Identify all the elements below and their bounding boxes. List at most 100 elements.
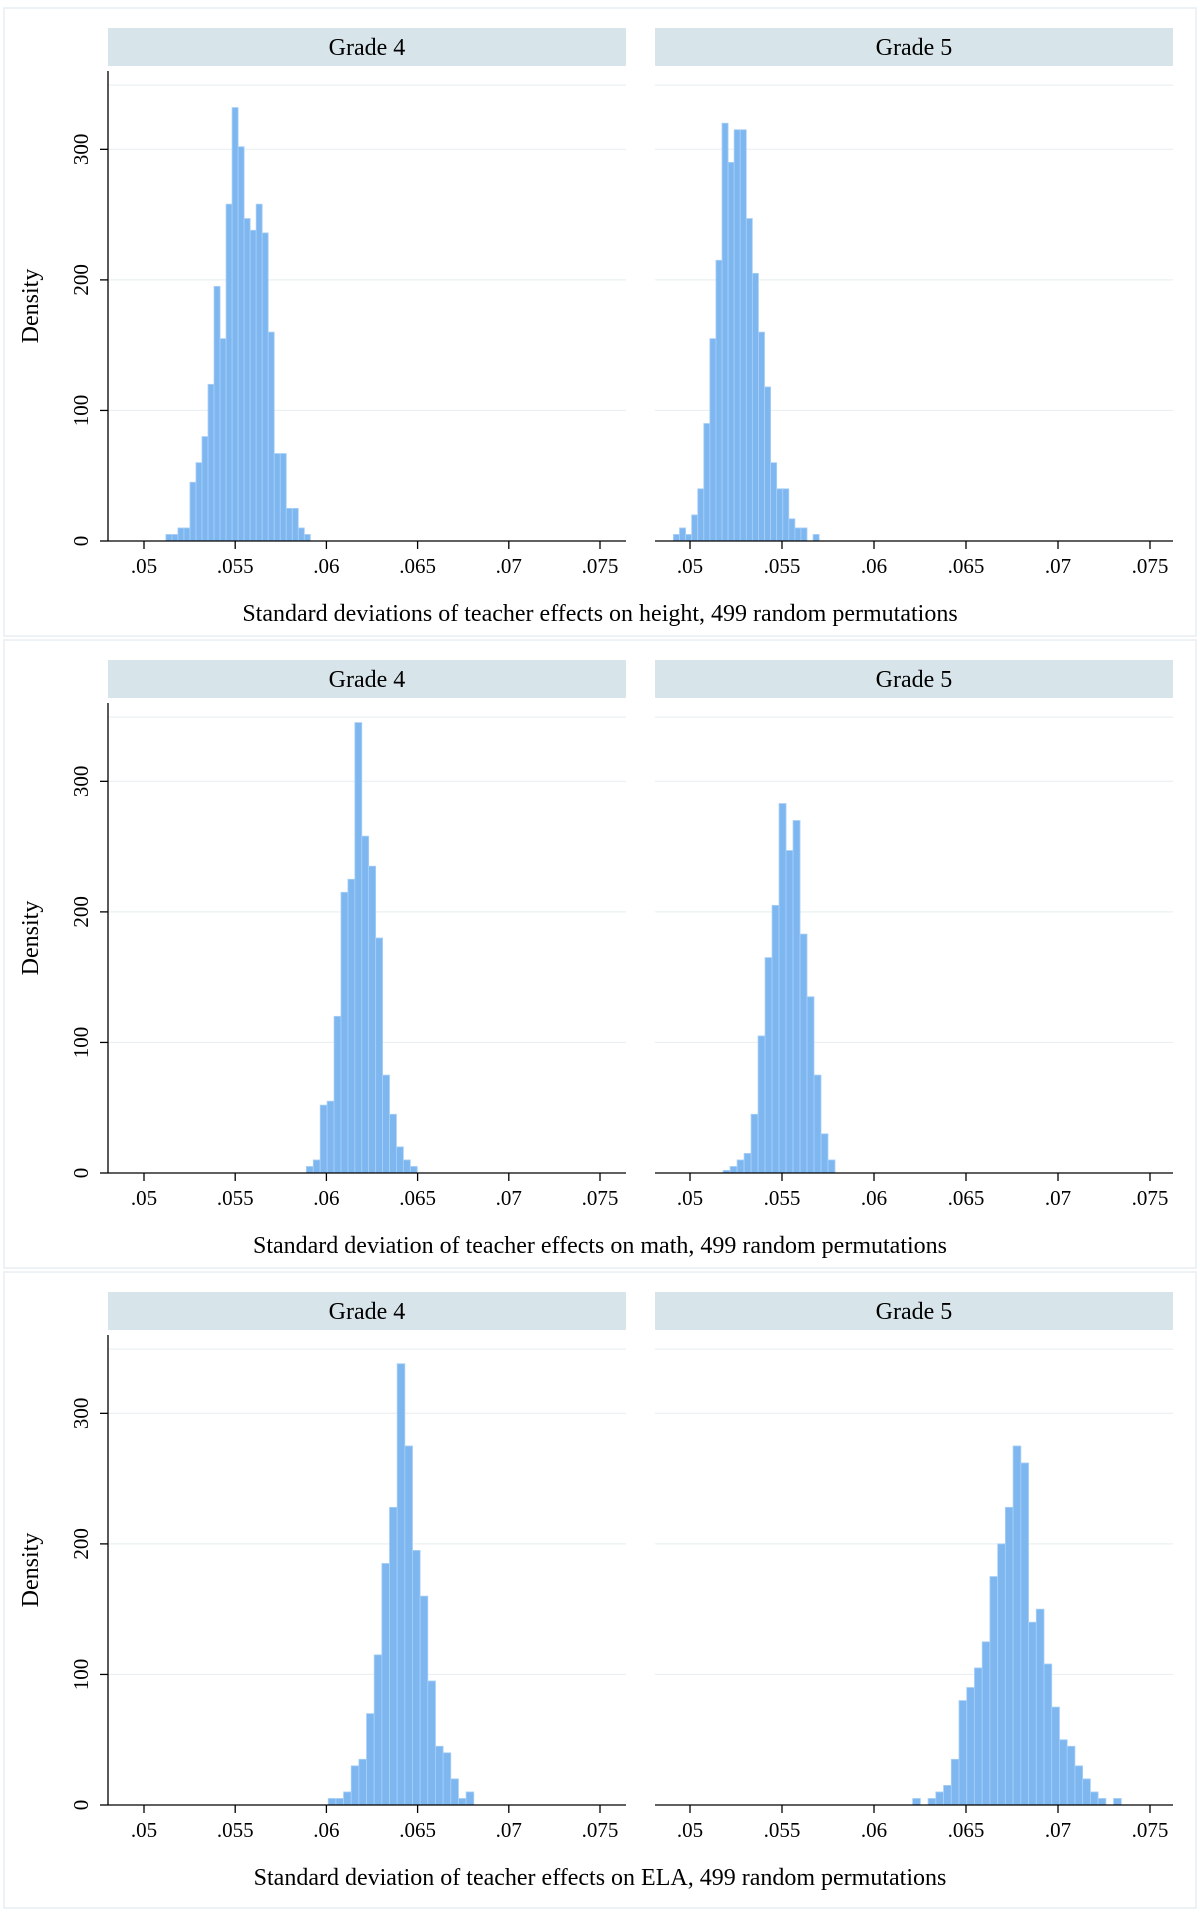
histogram-bar: [297, 527, 305, 542]
y-tick-label: 100: [69, 395, 93, 427]
x-tick-label: .07: [1045, 1186, 1071, 1210]
histogram-bar: [794, 527, 802, 542]
histogram-bar: [381, 1563, 390, 1806]
histogram-bar: [721, 122, 729, 542]
histogram-bar: [366, 1713, 375, 1806]
y-tick-label: 200: [69, 264, 93, 296]
x-tick-label: .06: [313, 1818, 339, 1842]
histogram-bar: [685, 534, 693, 542]
panel-1-2: Grade 5 .05 .055 .06 .065 .07 .075: [655, 28, 1173, 578]
x-tick-label: .055: [764, 554, 801, 578]
histogram-bar: [785, 850, 794, 1174]
histogram-bar: [776, 488, 784, 542]
x-tick-label: .05: [131, 554, 157, 578]
x-tick-label: .05: [131, 1818, 157, 1842]
x-axis-title: Standard deviation of teacher effects on…: [253, 1233, 947, 1259]
x-tick-label: .07: [496, 554, 522, 578]
x-tick-label: .065: [399, 554, 436, 578]
x-tick-label: .055: [764, 1186, 801, 1210]
panel-header-strip: [655, 660, 1173, 698]
histogram-bar: [335, 1798, 344, 1806]
histogram-bar: [1012, 1445, 1022, 1806]
histogram-bar: [291, 507, 299, 542]
histogram-bar: [442, 1752, 452, 1806]
histogram-bar: [450, 1778, 459, 1806]
histogram-bar: [736, 1159, 745, 1174]
histogram-bar: [771, 904, 780, 1174]
histogram-bar: [412, 1550, 421, 1806]
histogram-bar: [673, 534, 680, 542]
histogram-bar: [950, 1758, 960, 1806]
histogram-bar: [225, 203, 233, 542]
histogram-bar: [813, 1074, 822, 1174]
histogram-bar: [958, 1700, 968, 1806]
histogram-bar: [697, 488, 705, 542]
histogram-bar: [1074, 1765, 1084, 1806]
histogram-bar: [935, 1791, 944, 1806]
x-tick-label: .055: [217, 554, 254, 578]
panel-header-strip: [108, 28, 626, 66]
histogram-bar: [396, 1363, 406, 1806]
histogram-bar: [820, 1133, 829, 1174]
x-tick-label: .05: [677, 1818, 703, 1842]
histogram-bar: [974, 1667, 983, 1806]
x-tick-label: .05: [677, 554, 703, 578]
histogram-bar: [285, 507, 293, 542]
histogram-bar: [340, 891, 349, 1174]
histogram-bar: [709, 338, 717, 542]
histogram-bar: [691, 514, 699, 542]
histogram-bar: [382, 1074, 390, 1174]
panel-2-2: Grade 5 .05 .055 .06 .065 .07 .075: [655, 660, 1173, 1210]
histogram-bar: [792, 820, 801, 1174]
histogram-bar: [409, 1166, 418, 1174]
histogram-bar: [782, 488, 790, 542]
histogram-bar: [800, 527, 808, 542]
x-tick-label: .06: [313, 1186, 339, 1210]
histogram-bar: [261, 232, 269, 542]
histogram-bar: [279, 453, 287, 542]
histogram-bar: [989, 1576, 999, 1806]
x-tick-label: .065: [948, 1186, 985, 1210]
x-tick-label: .075: [582, 554, 619, 578]
histogram-bar: [319, 1104, 328, 1174]
histogram-bar: [427, 1680, 436, 1806]
histogram-bar: [966, 1687, 975, 1806]
histogram-bar: [195, 462, 203, 542]
panel-3-2: Grade 5 .05 .055 .06 .065 .07 .075: [655, 1292, 1173, 1842]
x-tick-label: .075: [1132, 554, 1169, 578]
x-tick-label: .065: [948, 554, 985, 578]
histogram-bar: [727, 161, 735, 542]
histogram-bar: [303, 534, 311, 542]
histogram-bar: [1082, 1778, 1091, 1806]
chart-block-border: [3, 7, 1197, 637]
x-tick-label: .055: [764, 1818, 801, 1842]
histogram-bar: [1059, 1739, 1068, 1806]
chart-block-3: Grade 40100200300.05.055.06.065.07.075Gr…: [3, 1271, 1197, 1909]
histogram-bar: [806, 996, 815, 1174]
x-tick-label: .075: [1132, 1186, 1169, 1210]
histogram-bar: [1089, 1791, 1099, 1806]
panel-header-label: Grade 4: [329, 35, 406, 61]
x-tick-label: .07: [496, 1818, 522, 1842]
y-tick-label: 200: [69, 1528, 93, 1560]
histogram-bar: [402, 1159, 411, 1174]
histogram-bar: [1113, 1798, 1122, 1806]
histogram-bar: [757, 1035, 766, 1174]
histogram-bar: [912, 1798, 921, 1806]
x-tick-label: .06: [861, 1818, 887, 1842]
histogram-bar: [751, 272, 759, 542]
histogram-bar: [326, 1100, 335, 1174]
x-tick-label: .075: [582, 1186, 619, 1210]
x-tick-label: .06: [313, 554, 339, 578]
histogram-bar: [267, 331, 275, 542]
histogram-bar: [343, 1791, 352, 1806]
chart-block-1: Grade 40100200300.05.055.06.065.07.075Gr…: [3, 7, 1197, 637]
x-tick-label: .055: [217, 1818, 254, 1842]
histogram-bar: [812, 534, 820, 542]
histogram-bar: [231, 107, 239, 542]
histogram-bar: [219, 338, 227, 542]
y-axis-title: Density: [18, 901, 44, 976]
histogram-bar: [305, 1166, 314, 1174]
histogram-bar: [207, 383, 215, 542]
